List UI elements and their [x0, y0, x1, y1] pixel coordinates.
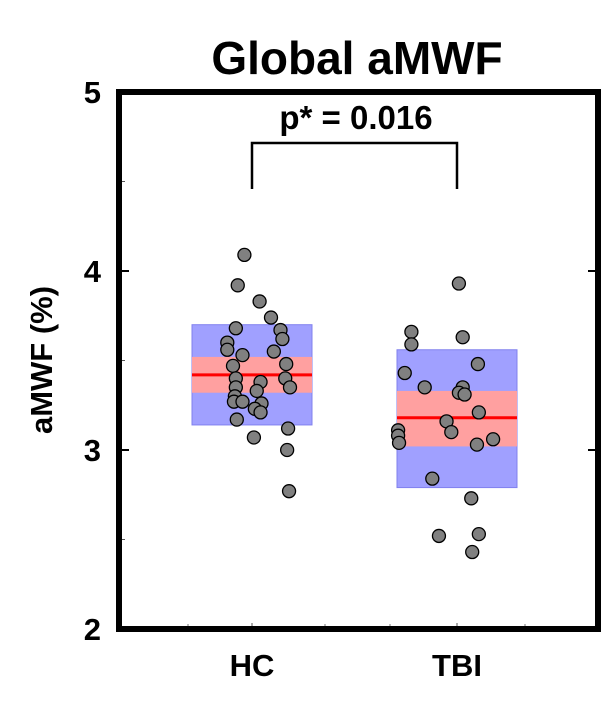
significance-bracket — [250, 141, 459, 189]
data-point-tbi — [444, 424, 459, 440]
significance-label: p* = 0.016 — [279, 99, 432, 136]
y-tick-label: 3 — [84, 433, 101, 468]
data-point-tbi — [404, 337, 419, 352]
data-point-hc — [237, 247, 252, 263]
data-point-hc — [252, 294, 267, 309]
data-point-hc — [220, 342, 235, 357]
data-point-hc — [279, 442, 295, 458]
data-point-hc — [246, 430, 262, 445]
data-point-hc — [230, 278, 245, 293]
data-point-hc — [281, 484, 297, 499]
x-tick-label-tbi: TBI — [432, 648, 482, 683]
data-point-hc — [229, 412, 244, 427]
data-point-hc — [253, 405, 268, 420]
data-point-tbi — [485, 432, 501, 447]
data-point-hc — [279, 356, 294, 372]
data-point-hc — [263, 310, 279, 325]
data-point-tbi — [471, 526, 487, 542]
data-point-tbi — [465, 544, 480, 560]
data-point-hc — [266, 344, 282, 359]
data-point-hc — [249, 383, 264, 399]
data-point-tbi — [417, 380, 432, 395]
data-point-tbi — [464, 491, 479, 506]
data-point-hc — [235, 394, 250, 409]
data-point-tbi — [397, 365, 412, 381]
y-tick-label: 4 — [84, 254, 102, 289]
data-point-tbi — [470, 356, 486, 372]
data-point-tbi — [469, 437, 485, 452]
chart-title: Global aMWF — [211, 32, 502, 84]
x-tick-label-hc: HC — [230, 648, 275, 683]
data-point-hc — [275, 331, 290, 347]
y-axis-label: aMWF (%) — [24, 286, 59, 434]
data-point-tbi — [457, 387, 472, 402]
data-point-tbi — [471, 405, 487, 420]
boxes-layer — [191, 324, 518, 489]
data-point-hc — [235, 347, 250, 363]
data-point-hc — [225, 358, 241, 374]
plot-frame — [116, 89, 601, 632]
data-point-tbi — [455, 330, 470, 345]
labels-layer: HC TBI 2 3 4 5 — [84, 75, 482, 683]
data-point-tbi — [391, 435, 407, 450]
ticks-layer — [119, 91, 598, 630]
data-point-tbi — [431, 528, 447, 544]
points-layer — [220, 247, 501, 560]
data-point-hc — [228, 321, 244, 336]
data-point-tbi — [425, 471, 440, 486]
y-tick-label: 5 — [84, 75, 101, 110]
data-point-tbi — [451, 276, 467, 291]
data-point-hc — [282, 380, 298, 395]
data-point-hc — [280, 421, 296, 436]
data-point-tbi — [404, 324, 419, 340]
y-tick-label: 2 — [84, 612, 101, 647]
